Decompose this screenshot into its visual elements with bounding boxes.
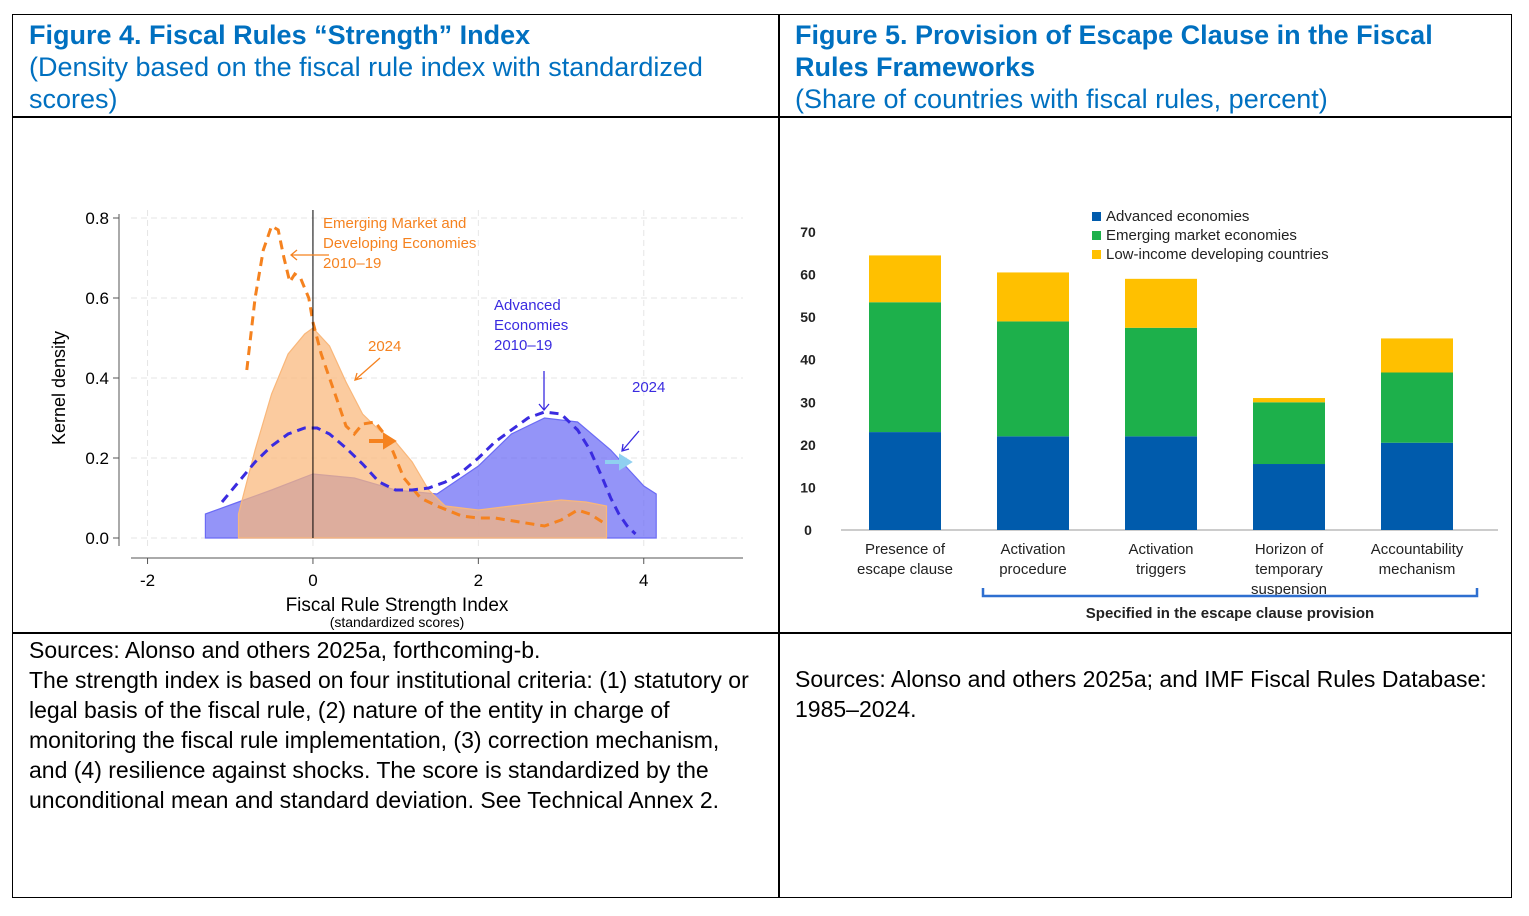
x-category-label: escape clause [857, 561, 953, 578]
annotation-label-2: Economies [494, 317, 568, 334]
x-category-label: suspension [1251, 581, 1327, 598]
x-category-label: procedure [999, 561, 1067, 578]
annotation-label-2: Advanced [494, 297, 561, 314]
annotation-label-0: Developing Economies [323, 235, 476, 252]
annotation-label-2: 2010–19 [494, 337, 552, 354]
bar-segment-emerging-market-economies [1381, 372, 1453, 443]
bar-segment-emerging-market-economies [869, 302, 941, 433]
x-category-label: Activation [1128, 541, 1193, 558]
orange-2010-arrow [289, 249, 329, 261]
figure5-subtitle: (Share of countries with fiscal rules, p… [795, 84, 1328, 114]
x-category-label: triggers [1136, 561, 1186, 578]
legend-swatch [1092, 212, 1101, 221]
figure4-heading: Figure 4. Fiscal Rules “Strength” Index … [29, 19, 769, 115]
bar-segment-advanced-economies [869, 432, 941, 530]
y-tick-label: 0.8 [85, 209, 109, 228]
bar-segment-low-income-developing-countries [997, 272, 1069, 322]
legend-label: Low-income developing countries [1106, 246, 1329, 263]
figure-table: Figure 4. Fiscal Rules “Strength” Index … [12, 14, 1512, 898]
y-tick-label: 70 [800, 224, 816, 240]
annotation-label-3: 2024 [632, 379, 665, 396]
bar-segment-low-income-developing-countries [1381, 338, 1453, 373]
figure5-sources: Sources: Alonso and others 2025a; and IM… [795, 666, 1487, 722]
density-line-series-2 [245, 223, 604, 528]
annotation-label-0: 2010–19 [323, 255, 381, 272]
figure4-notes: Sources: Alonso and others 2025a, forthc… [29, 635, 764, 815]
legend-swatch [1092, 250, 1101, 259]
x-tick-label: 2 [474, 571, 483, 590]
legend-label: Emerging market economies [1106, 227, 1297, 244]
x-tick-label: 4 [639, 571, 648, 590]
y-tick-label: 10 [800, 479, 816, 495]
y-tick-label: 0.6 [85, 289, 109, 308]
figure5-notes: Sources: Alonso and others 2025a; and IM… [795, 664, 1495, 724]
bar-segment-low-income-developing-countries [1253, 398, 1325, 403]
y-tick-label: 50 [800, 309, 816, 325]
figure4-sources: Sources: Alonso and others 2025a, forthc… [29, 637, 541, 663]
bar-segment-advanced-economies [1125, 436, 1197, 530]
density-chart: 0.0 0.2 0.4 0.6 0.8 -2 0 2 4 Fiscal Rule Strength… [49, 209, 743, 630]
y-tick-label: 20 [800, 437, 816, 453]
y-tick-label: 0 [804, 522, 812, 538]
bar-segment-advanced-economies [1253, 464, 1325, 530]
bar-segment-emerging-market-economies [997, 321, 1069, 437]
bar-segment-emerging-market-economies [1125, 327, 1197, 437]
bar-segment-low-income-developing-countries [869, 255, 941, 303]
annotation-label-0: Emerging Market and [323, 215, 466, 232]
x-category-label: temporary [1255, 561, 1323, 578]
legend-label: Advanced economies [1106, 208, 1249, 225]
bar-segment-advanced-economies [997, 436, 1069, 530]
y-tick-label: 0.2 [85, 449, 109, 468]
bar-segment-advanced-economies [1381, 442, 1453, 530]
stacked-bar-chart: 0 10 20 30 40 50 60 70 Presence of escape clause A… [800, 208, 1498, 622]
x-tick-label: -2 [140, 571, 155, 590]
figure4-title: Figure 4. Fiscal Rules “Strength” Index [29, 20, 531, 50]
figure5-heading: Figure 5. Provision of Escape Clause in … [795, 19, 1505, 115]
y-tick-label: 60 [800, 267, 816, 283]
x-category-label: mechanism [1379, 561, 1456, 578]
y-axis-label: Kernel density [49, 331, 69, 445]
x-axis-sublabel: (standardized scores) [330, 614, 465, 630]
x-category-label: Horizon of [1255, 541, 1324, 558]
blue-shift-arrow [605, 453, 633, 471]
column-divider [778, 15, 780, 897]
bar-segment-low-income-developing-countries [1125, 278, 1197, 328]
figure4-note-text: The strength index is based on four inst… [29, 667, 749, 813]
orange-2024-arrow [354, 357, 381, 381]
y-tick-label: 0.4 [85, 369, 109, 388]
x-tick-label: 0 [308, 571, 317, 590]
density-line-series-3 [220, 410, 637, 536]
notes-divider [13, 632, 1511, 634]
x-category-label: Accountability [1371, 541, 1464, 558]
annotation-label-1: 2024 [368, 338, 401, 355]
legend-swatch [1092, 231, 1101, 240]
bar-segment-emerging-market-economies [1253, 402, 1325, 465]
y-tick-label: 40 [800, 352, 816, 368]
x-category-label: Activation [1000, 541, 1065, 558]
title-divider [13, 116, 1511, 118]
x-axis-label: Fiscal Rule Strength Index [286, 595, 509, 616]
figure5-title: Figure 5. Provision of Escape Clause in … [795, 20, 1433, 82]
blue-2010-arrow [538, 371, 550, 412]
blue-2024-arrow [621, 430, 640, 452]
orange-shift-arrow [369, 432, 397, 450]
bracket-label: Specified in the escape clause provision [1086, 605, 1374, 622]
y-tick-label: 0.0 [85, 529, 109, 548]
provision-bracket [981, 588, 1479, 598]
x-category-label: Presence of [865, 541, 946, 558]
y-tick-label: 30 [800, 394, 816, 410]
figure4-subtitle: (Density based on the fiscal rule index … [29, 52, 703, 114]
